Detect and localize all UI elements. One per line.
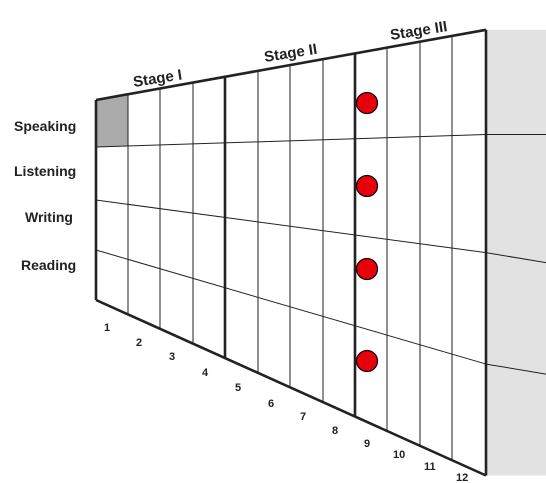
grid-top-edge <box>95 28 487 102</box>
column-number-4: 4 <box>202 367 209 379</box>
grid-lines <box>94 28 488 477</box>
marker-reading <box>355 349 379 373</box>
grid-row-line <box>95 199 487 254</box>
column-number-10: 10 <box>393 449 405 461</box>
marker-speaking <box>355 91 379 115</box>
skill-label-listening: Listening <box>14 163 76 179</box>
end-panel-row-line <box>485 363 546 375</box>
column-number-7: 7 <box>300 411 306 423</box>
column-number-11: 11 <box>424 461 436 473</box>
stage-label-3: Stage III <box>389 18 448 44</box>
end-panel-row-line <box>485 252 546 264</box>
column-number-8: 8 <box>332 425 338 437</box>
shaded-cells <box>96 94 128 147</box>
skill-label-reading: Reading <box>21 257 76 273</box>
end-panel <box>485 29 546 476</box>
column-number-2: 2 <box>136 337 142 349</box>
grid-row-line <box>95 249 487 365</box>
column-number-1: 1 <box>104 322 110 334</box>
grid-bottom-edge <box>95 298 487 477</box>
marker-writing <box>355 257 379 281</box>
column-number-5: 5 <box>235 382 241 394</box>
end-panel-face <box>486 29 546 476</box>
markers <box>355 91 379 373</box>
column-number-9: 9 <box>364 438 370 450</box>
skill-label-speaking: Speaking <box>14 118 76 134</box>
skill-label-writing: Writing <box>25 209 73 225</box>
column-number-6: 6 <box>268 398 274 410</box>
stage-label-1: Stage I <box>132 66 183 90</box>
column-number-12: 12 <box>456 472 468 483</box>
shaded-cell <box>96 94 128 147</box>
marker-listening <box>355 174 379 198</box>
grid-row-line <box>95 134 487 148</box>
column-number-3: 3 <box>169 351 175 363</box>
